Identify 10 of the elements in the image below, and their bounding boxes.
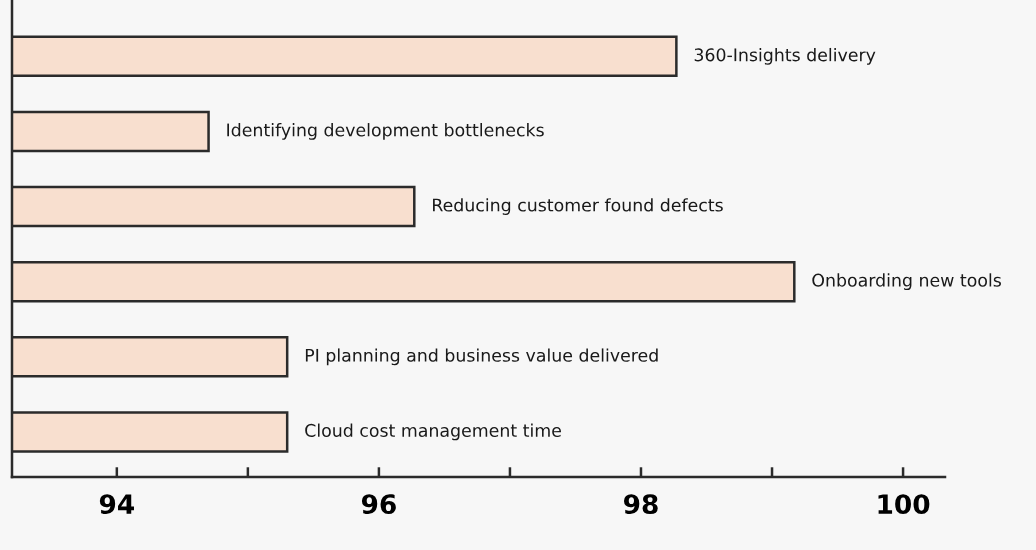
y-tick-label: Cloud cost management time [305, 423, 561, 441]
x-tick-label: 100 [878, 494, 930, 515]
x-tick-label: 94 [99, 494, 134, 515]
x-tick-label: 98 [623, 494, 658, 515]
y-tick-label: 360-Insights delivery [694, 47, 876, 65]
y-tick-label: Reducing customer found defects [433, 198, 723, 215]
x-tick-label: 96 [361, 494, 396, 515]
y-tick-label: Onboarding new tools [812, 273, 1001, 291]
y-tick-label: Identifying development bottlenecks [227, 123, 544, 140]
y-tick-label: PI planning and business value delivered [305, 348, 658, 366]
